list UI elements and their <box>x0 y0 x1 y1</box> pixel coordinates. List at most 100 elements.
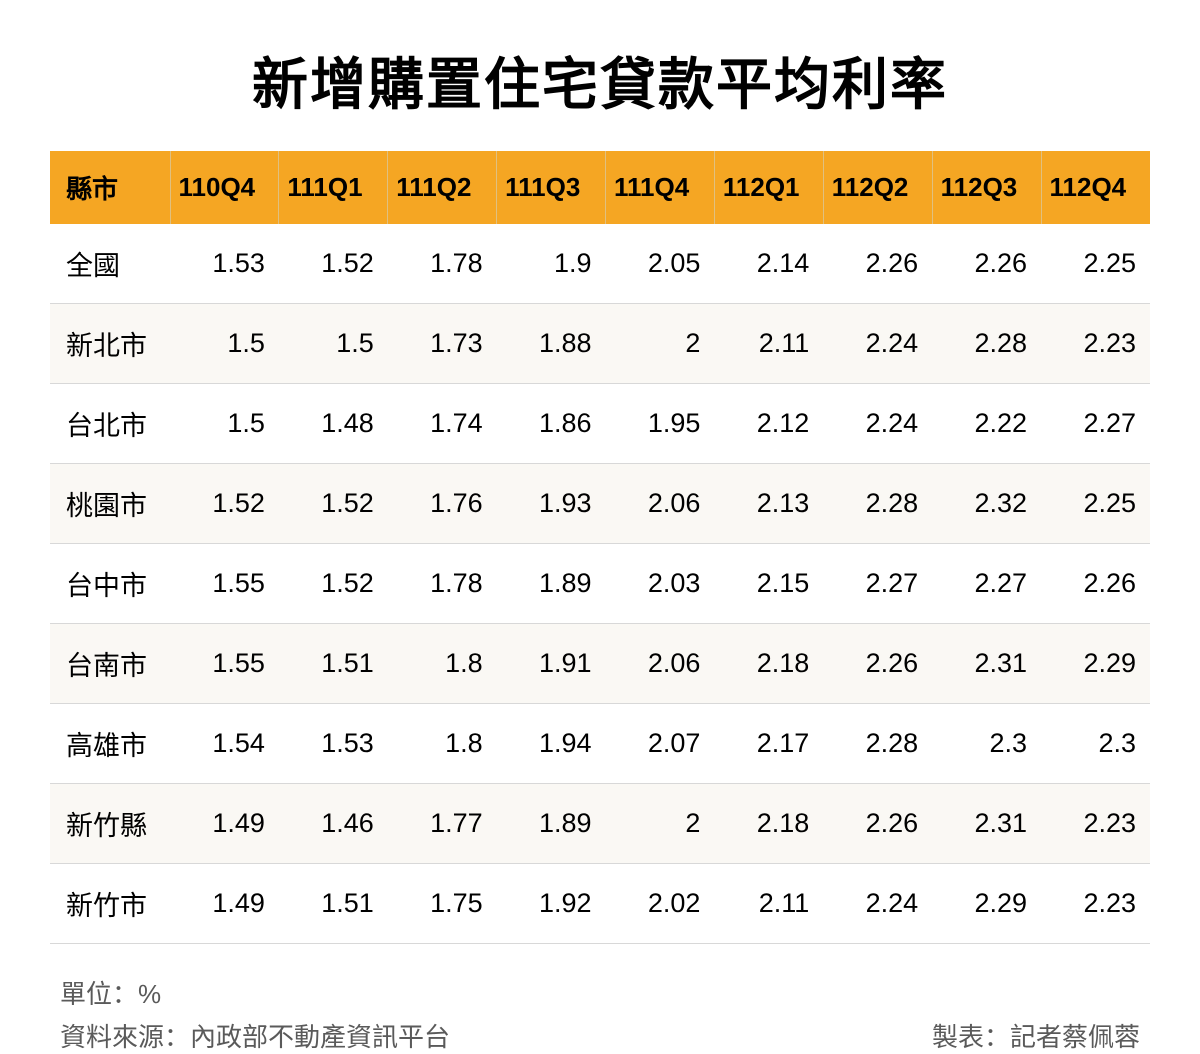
footer: 單位：% 資料來源：內政部不動產資訊平台 製表：記者蔡佩蓉 <box>50 974 1150 1054</box>
table-cell: 2.18 <box>714 784 823 864</box>
table-row: 台南市1.551.511.81.912.062.182.262.312.29 <box>50 624 1150 704</box>
table-cell: 2.22 <box>932 384 1041 464</box>
table-cell: 1.86 <box>497 384 606 464</box>
table-cell: 1.76 <box>388 464 497 544</box>
table-cell: 1.74 <box>388 384 497 464</box>
table-cell: 1.55 <box>170 544 279 624</box>
table-cell: 1.75 <box>388 864 497 944</box>
table-cell: 2.06 <box>606 464 715 544</box>
table-cell: 2.05 <box>606 224 715 304</box>
table-cell: 1.51 <box>279 864 388 944</box>
table-cell: 2.02 <box>606 864 715 944</box>
table-header-cell: 112Q2 <box>823 151 932 224</box>
table-row: 全國1.531.521.781.92.052.142.262.262.25 <box>50 224 1150 304</box>
table-cell: 2.06 <box>606 624 715 704</box>
table-body: 全國1.531.521.781.92.052.142.262.262.25新北市… <box>50 224 1150 944</box>
table-cell: 2.07 <box>606 704 715 784</box>
table-cell: 2.23 <box>1041 304 1150 384</box>
table-cell: 2.26 <box>823 224 932 304</box>
table-cell: 1.93 <box>497 464 606 544</box>
author-label: 製表：記者蔡佩蓉 <box>932 1017 1140 1054</box>
table-header-cell: 111Q3 <box>497 151 606 224</box>
table-cell: 2 <box>606 784 715 864</box>
table-cell: 1.52 <box>279 224 388 304</box>
table-cell: 1.73 <box>388 304 497 384</box>
table-cell: 2.24 <box>823 304 932 384</box>
table-cell: 1.5 <box>170 304 279 384</box>
table-header-cell: 縣市 <box>50 151 170 224</box>
table-cell: 台中市 <box>50 544 170 624</box>
table-cell: 1.92 <box>497 864 606 944</box>
table-cell: 2.14 <box>714 224 823 304</box>
table-cell: 1.49 <box>170 864 279 944</box>
table-cell: 2.12 <box>714 384 823 464</box>
table-cell: 1.78 <box>388 224 497 304</box>
table-header-cell: 111Q1 <box>279 151 388 224</box>
table-row: 高雄市1.541.531.81.942.072.172.282.32.3 <box>50 704 1150 784</box>
table-cell: 1.89 <box>497 784 606 864</box>
table-cell: 2.29 <box>1041 624 1150 704</box>
table-cell: 台北市 <box>50 384 170 464</box>
table-cell: 2.28 <box>932 304 1041 384</box>
table-cell: 桃園市 <box>50 464 170 544</box>
table-cell: 1.95 <box>606 384 715 464</box>
table-header-cell: 111Q2 <box>388 151 497 224</box>
table-cell: 2.11 <box>714 864 823 944</box>
table-cell: 2.27 <box>823 544 932 624</box>
table-cell: 2.31 <box>932 624 1041 704</box>
table-cell: 1.78 <box>388 544 497 624</box>
table-cell: 2.15 <box>714 544 823 624</box>
table-cell: 1.9 <box>497 224 606 304</box>
table-cell: 1.53 <box>279 704 388 784</box>
table-cell: 2.28 <box>823 704 932 784</box>
table-cell: 2.11 <box>714 304 823 384</box>
table-cell: 2.3 <box>1041 704 1150 784</box>
table-cell: 1.49 <box>170 784 279 864</box>
table-cell: 1.89 <box>497 544 606 624</box>
unit-label: 單位：% <box>60 974 450 1011</box>
table-cell: 1.52 <box>170 464 279 544</box>
table-cell: 2.03 <box>606 544 715 624</box>
table-cell: 新竹市 <box>50 864 170 944</box>
table-cell: 2.13 <box>714 464 823 544</box>
table-row: 台北市1.51.481.741.861.952.122.242.222.27 <box>50 384 1150 464</box>
table-cell: 2 <box>606 304 715 384</box>
table-cell: 2.17 <box>714 704 823 784</box>
table-cell: 2.25 <box>1041 464 1150 544</box>
table-cell: 1.8 <box>388 704 497 784</box>
table-cell: 1.54 <box>170 704 279 784</box>
table-cell: 2.26 <box>823 784 932 864</box>
table-header-cell: 112Q3 <box>932 151 1041 224</box>
table-cell: 2.29 <box>932 864 1041 944</box>
page-title: 新增購置住宅貸款平均利率 <box>50 40 1150 121</box>
table-cell: 2.27 <box>1041 384 1150 464</box>
table-cell: 1.8 <box>388 624 497 704</box>
table-cell: 2.23 <box>1041 784 1150 864</box>
table-header-cell: 110Q4 <box>170 151 279 224</box>
table-header-cell: 112Q1 <box>714 151 823 224</box>
table-cell: 2.26 <box>932 224 1041 304</box>
table-cell: 全國 <box>50 224 170 304</box>
table-header-cell: 112Q4 <box>1041 151 1150 224</box>
table-row: 新北市1.51.51.731.8822.112.242.282.23 <box>50 304 1150 384</box>
table-cell: 2.27 <box>932 544 1041 624</box>
table-cell: 高雄市 <box>50 704 170 784</box>
table-header-cell: 111Q4 <box>606 151 715 224</box>
table-cell: 1.53 <box>170 224 279 304</box>
table-cell: 1.46 <box>279 784 388 864</box>
table-cell: 1.48 <box>279 384 388 464</box>
table-cell: 2.25 <box>1041 224 1150 304</box>
table-cell: 1.55 <box>170 624 279 704</box>
footer-left: 單位：% 資料來源：內政部不動產資訊平台 <box>60 974 450 1054</box>
table-cell: 2.18 <box>714 624 823 704</box>
table-cell: 2.23 <box>1041 864 1150 944</box>
mortgage-rate-table: 縣市 110Q4 111Q1 111Q2 111Q3 111Q4 112Q1 1… <box>50 151 1150 944</box>
table-cell: 2.28 <box>823 464 932 544</box>
table-cell: 台南市 <box>50 624 170 704</box>
table-cell: 1.77 <box>388 784 497 864</box>
table-cell: 1.88 <box>497 304 606 384</box>
table-cell: 2.24 <box>823 864 932 944</box>
table-header-row: 縣市 110Q4 111Q1 111Q2 111Q3 111Q4 112Q1 1… <box>50 151 1150 224</box>
table-cell: 2.3 <box>932 704 1041 784</box>
table-row: 台中市1.551.521.781.892.032.152.272.272.26 <box>50 544 1150 624</box>
